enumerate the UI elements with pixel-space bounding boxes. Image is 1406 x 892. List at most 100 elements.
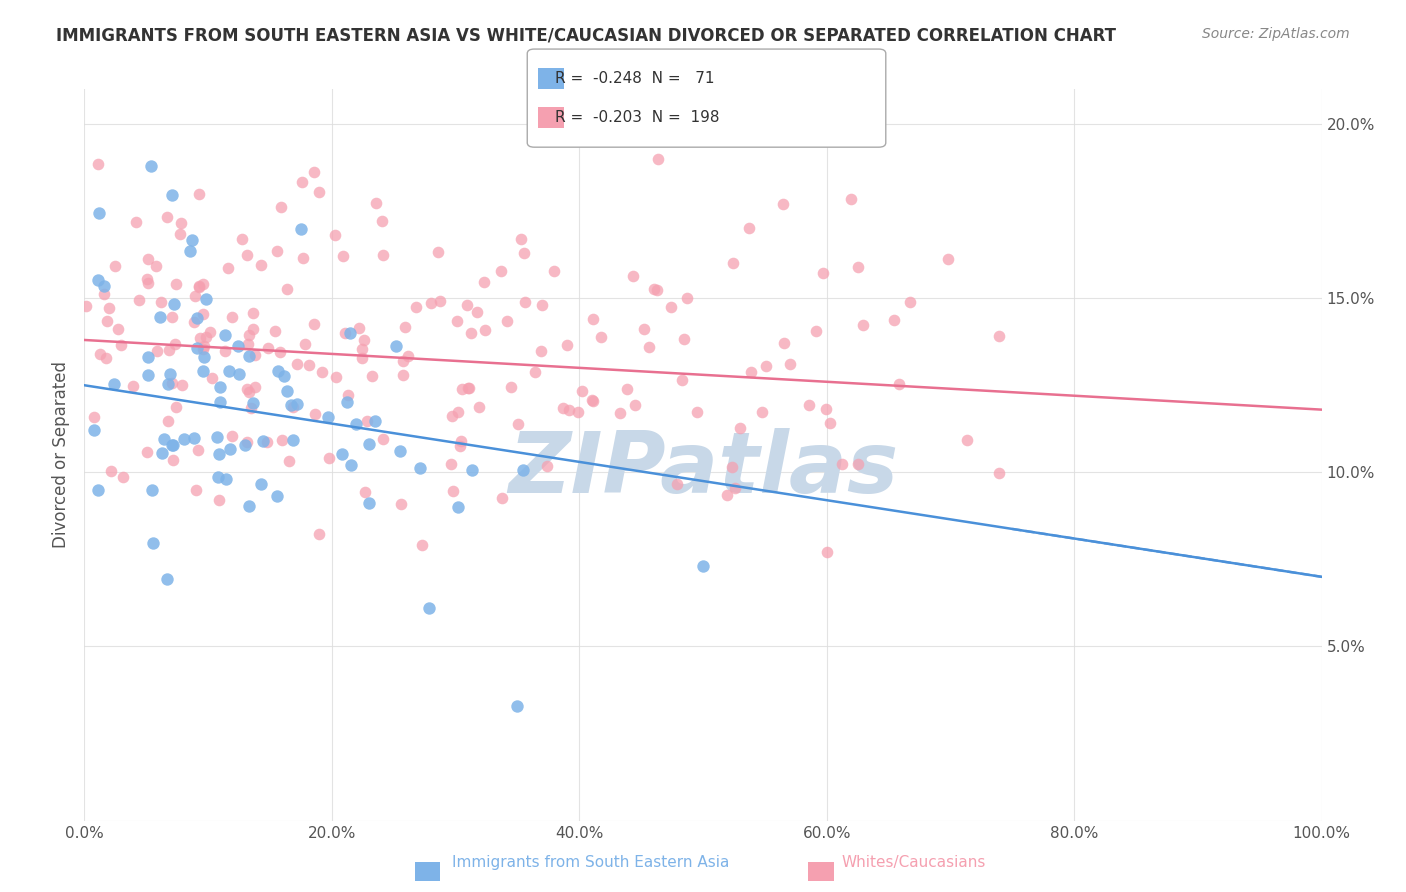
Point: [609, 406, 631, 420]
Point: [193, 277, 215, 291]
Point: [187, 279, 209, 293]
Point: [457, 381, 479, 395]
Point: [624, 398, 647, 412]
Point: [238, 328, 260, 343]
Point: [643, 281, 665, 295]
Point: [567, 404, 589, 418]
Point: [987, 466, 1010, 480]
Point: [385, 338, 408, 352]
Point: [128, 293, 150, 307]
Point: [209, 379, 232, 393]
Point: [193, 307, 215, 321]
Point: [440, 409, 463, 424]
Point: [887, 377, 910, 392]
Point: [181, 233, 204, 247]
Point: [141, 483, 163, 498]
Point: [263, 324, 285, 338]
Point: [169, 227, 191, 241]
Point: [242, 322, 264, 336]
Point: [160, 187, 183, 202]
Point: [256, 435, 278, 450]
Point: [543, 264, 565, 278]
Point: [221, 310, 243, 324]
Point: [294, 337, 316, 351]
Point: [141, 159, 163, 173]
Point: [308, 185, 330, 199]
Point: [276, 282, 298, 296]
Point: [243, 348, 266, 362]
Point: [238, 384, 260, 399]
Point: [815, 402, 838, 417]
Point: [336, 388, 359, 402]
Point: [83, 423, 105, 437]
Point: [157, 343, 180, 357]
Point: [162, 453, 184, 467]
Point: [461, 463, 484, 477]
Point: [451, 382, 474, 396]
Point: [278, 454, 301, 468]
Point: [290, 222, 312, 236]
Point: [190, 331, 212, 345]
Point: [364, 413, 387, 427]
Point: [160, 438, 183, 452]
Point: [489, 264, 512, 278]
Point: [426, 245, 449, 260]
Point: [496, 314, 519, 328]
Point: [236, 337, 259, 351]
Point: [441, 483, 464, 498]
Point: [93, 279, 115, 293]
Point: [183, 431, 205, 445]
Point: [122, 379, 145, 393]
Point: [236, 382, 259, 396]
Point: [675, 291, 697, 305]
Text: IMMIGRANTS FROM SOUTH EASTERN ASIA VS WHITE/CAUCASIAN DIVORCED OR SEPARATED CORR: IMMIGRANTS FROM SOUTH EASTERN ASIA VS WH…: [56, 27, 1116, 45]
Point: [145, 259, 167, 273]
Point: [472, 275, 495, 289]
Text: ZIPatlas: ZIPatlas: [508, 428, 898, 511]
Point: [389, 497, 412, 511]
Point: [245, 380, 267, 394]
Point: [755, 359, 778, 373]
Point: [236, 435, 259, 450]
Point: [218, 364, 240, 378]
Text: R =  -0.248  N =   71: R = -0.248 N = 71: [555, 71, 714, 86]
Point: [724, 481, 747, 495]
Point: [581, 394, 603, 409]
Point: [184, 483, 207, 497]
Point: [531, 297, 554, 311]
Point: [692, 559, 714, 574]
Point: [157, 414, 180, 428]
Point: [165, 400, 187, 414]
Point: [332, 249, 354, 263]
Point: [371, 248, 394, 262]
Point: [110, 338, 132, 352]
Point: [228, 368, 250, 382]
Point: [325, 370, 347, 384]
Point: [673, 332, 696, 346]
Point: [103, 376, 125, 391]
Point: [616, 382, 638, 396]
Point: [111, 470, 134, 484]
Point: [280, 398, 302, 412]
Point: [686, 405, 709, 419]
Point: [207, 470, 229, 484]
Point: [318, 451, 340, 466]
Point: [456, 297, 478, 311]
Text: Immigrants from South Eastern Asia: Immigrants from South Eastern Asia: [451, 855, 730, 870]
Point: [773, 336, 796, 351]
Point: [267, 364, 290, 378]
Point: [183, 315, 205, 329]
Point: [153, 432, 176, 446]
Point: [394, 320, 416, 334]
Point: [356, 414, 378, 428]
Point: [205, 430, 228, 444]
Point: [465, 304, 488, 318]
Point: [304, 317, 326, 331]
Point: [136, 252, 159, 267]
Point: [159, 368, 181, 382]
Point: [188, 187, 211, 202]
Point: [184, 289, 207, 303]
Point: [806, 324, 828, 338]
Point: [728, 421, 751, 435]
Point: [738, 220, 761, 235]
